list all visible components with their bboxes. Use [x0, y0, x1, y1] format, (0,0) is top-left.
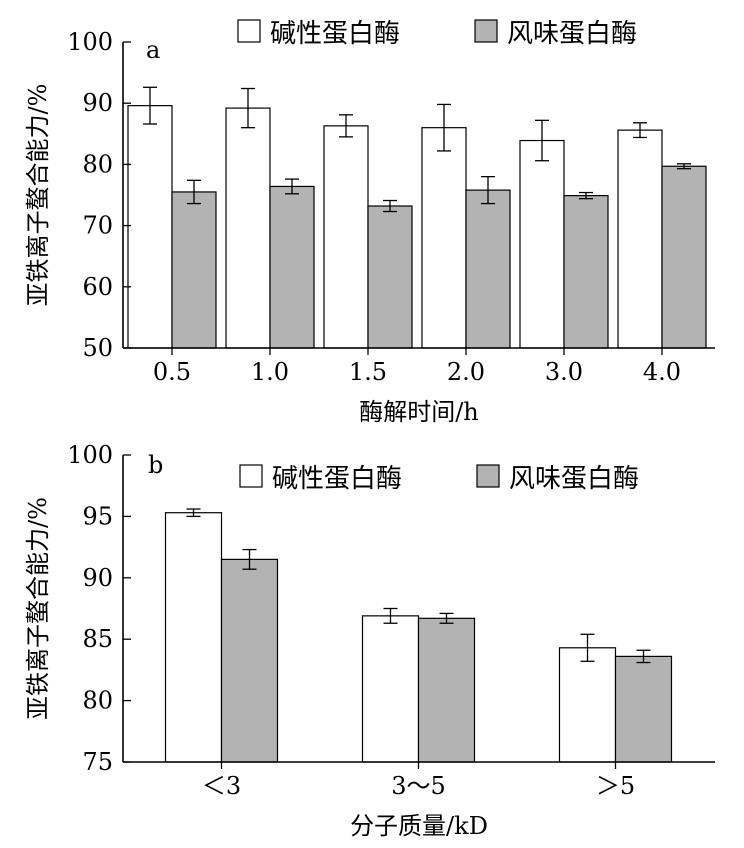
x-tick-label: 0.5 [153, 358, 191, 386]
error-bar [241, 87, 255, 129]
bar-flavourzyme [417, 617, 476, 763]
error-bar [580, 633, 595, 662]
y-tick-label: 90 [82, 89, 113, 117]
bar-flavourzyme [465, 189, 511, 349]
x-tick-label: 3.0 [545, 358, 583, 386]
error-bar [677, 163, 691, 170]
error-bar [383, 607, 398, 624]
error-bar [143, 86, 157, 125]
y-axis-label: 亚铁离子螯合能力/% [24, 497, 52, 720]
bar-flavourzyme [220, 558, 279, 763]
legend-entry: 风味蛋白酶 [476, 464, 639, 494]
bar-alkaline-protease [558, 647, 617, 763]
legend-label: 风味蛋白酶 [507, 19, 637, 49]
y-tick-label: 95 [82, 502, 113, 530]
bar-alkaline-protease [164, 512, 223, 763]
bar-alkaline-protease [421, 127, 467, 349]
x-tick-label: ＜3 [202, 772, 241, 800]
legend-entry: 碱性蛋白酶 [237, 19, 400, 49]
error-bar [383, 199, 397, 213]
panel-letter: a [146, 36, 160, 64]
x-axis-label: 酶解时间/h [359, 398, 479, 426]
y-tick-label: 75 [82, 748, 113, 776]
legend-entry: 碱性蛋白酶 [239, 464, 402, 494]
error-bar [535, 119, 549, 162]
error-bar [339, 114, 353, 138]
bar-flavourzyme [171, 191, 217, 349]
bar-alkaline-protease [519, 139, 565, 349]
error-bar [481, 175, 495, 205]
legend-swatch [237, 19, 261, 43]
x-tick-label: 3～5 [391, 772, 446, 800]
bar-alkaline-protease [617, 129, 663, 349]
legend-swatch [474, 19, 498, 43]
bar-flavourzyme [661, 165, 707, 349]
x-tick-label: 1.5 [349, 358, 387, 386]
legend-swatch [476, 464, 500, 488]
error-bar [242, 548, 257, 570]
error-bar [186, 508, 201, 518]
y-tick-label: 80 [82, 150, 113, 178]
x-tick-label: 1.0 [251, 358, 289, 386]
y-tick-label: 60 [82, 273, 113, 301]
bar-alkaline-protease [361, 615, 420, 763]
error-bar [636, 649, 651, 664]
error-bar [437, 103, 451, 152]
y-tick-label: 80 [82, 687, 113, 715]
y-tick-label: 100 [67, 441, 113, 469]
x-tick-label: 4.0 [643, 358, 681, 386]
x-axis-label: 分子质量/kD [350, 812, 488, 840]
x-tick-label: 2.0 [447, 358, 485, 386]
bar-alkaline-protease [323, 125, 369, 349]
y-tick-label: 50 [82, 334, 113, 362]
y-axis-label: 亚铁离子螯合能力/% [24, 84, 52, 307]
legend-label: 风味蛋白酶 [509, 464, 639, 494]
y-tick-label: 70 [82, 212, 113, 240]
error-bar [633, 122, 647, 139]
error-bar [285, 178, 299, 195]
y-tick-label: 85 [82, 625, 113, 653]
bar-flavourzyme [269, 185, 315, 349]
bar-alkaline-protease [225, 107, 271, 349]
bar-flavourzyme [367, 205, 413, 349]
bar-flavourzyme [563, 195, 609, 349]
y-tick-label: 100 [67, 28, 113, 56]
bar-flavourzyme [614, 655, 673, 763]
legend-label: 碱性蛋白酶 [270, 19, 400, 49]
error-bar [187, 179, 201, 205]
panel-letter: b [148, 451, 163, 479]
error-bar [579, 191, 593, 200]
x-tick-label: ＞5 [596, 772, 635, 800]
panel-a: a 0.5 1.0 1.5 2.0 3.0 4.0 50 60 70 80 90 100 酶解时间/h 亚铁… [24, 19, 715, 426]
legend-swatch [239, 464, 263, 488]
legend-entry: 风味蛋白酶 [474, 19, 637, 49]
bar-alkaline-protease [127, 105, 173, 349]
error-bar [439, 612, 454, 624]
y-tick-label: 90 [82, 564, 113, 592]
legend-label: 碱性蛋白酶 [272, 464, 402, 494]
panel-b: b ＜3 3～5 ＞5 75 80 85 90 95 100 分子质量/kD 亚铁离子螯合能力/% 碱性… [24, 441, 715, 840]
